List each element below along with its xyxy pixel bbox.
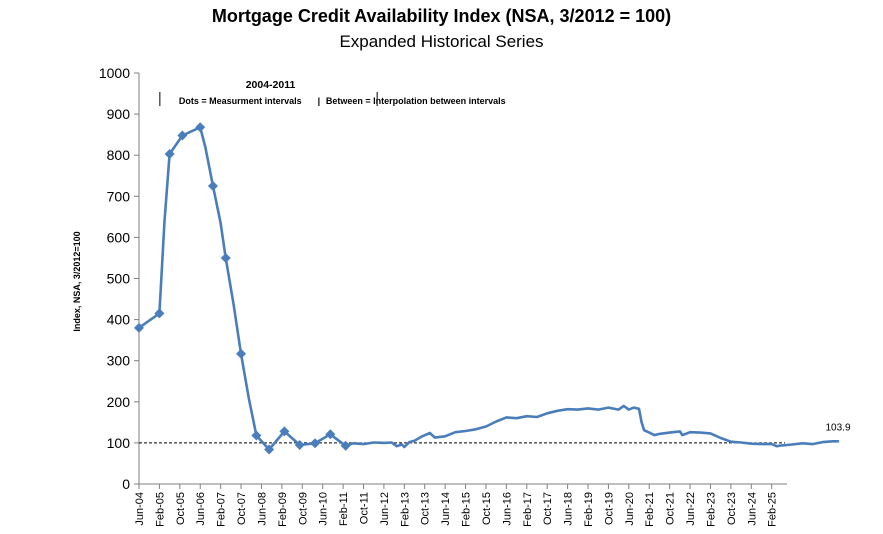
annotation-separator: | [318, 96, 321, 106]
data-point-marker [134, 322, 144, 333]
x-tick-label: Jun-14 [440, 492, 452, 526]
data-point-marker [195, 122, 206, 133]
x-tick-label: Jun-20 [624, 492, 636, 526]
x-tick-label: Oct-19 [603, 492, 615, 525]
annotation-group: 2004-2011 Dots = Measurment intervals | … [159, 79, 506, 106]
end-value-label: 103.9 [826, 422, 851, 433]
chart-title: Mortgage Credit Availability Index (NSA,… [211, 6, 672, 26]
y-tick-label: 1000 [99, 65, 130, 81]
x-tick-label: Oct-05 [175, 492, 187, 525]
x-tick-label: Feb-17 [522, 492, 534, 527]
data-point-marker [220, 252, 231, 263]
x-tick-label: Feb-21 [644, 492, 656, 527]
x-tick-label: Oct-13 [420, 492, 432, 525]
data-point-marker [177, 130, 188, 141]
x-tick-label: Feb-23 [705, 492, 717, 527]
y-tick-label: 100 [107, 435, 131, 451]
x-tick-label: Oct-23 [726, 492, 738, 525]
y-tick-label: 200 [107, 394, 131, 410]
series-group [134, 122, 840, 455]
series-line [137, 126, 840, 451]
data-point-marker [207, 181, 218, 192]
x-tick-label: Feb-15 [461, 492, 473, 527]
annotation-right-text: Between = Interpolation between interval… [326, 96, 506, 106]
x-tick-label: Feb-19 [583, 492, 595, 527]
y-tick-label: 500 [107, 271, 131, 287]
y-tick-label: 400 [107, 312, 131, 328]
x-tick-label: Jun-12 [379, 492, 391, 526]
y-tick-label: 800 [107, 147, 131, 163]
data-point-marker [264, 444, 275, 455]
x-tick-label: Oct-21 [665, 492, 677, 525]
data-point-marker [294, 439, 305, 450]
y-tick-label: 0 [122, 476, 130, 492]
y-tick-label: 700 [107, 188, 131, 204]
data-point-marker [340, 440, 351, 451]
x-tick-label: Jun-04 [134, 492, 146, 526]
annotation-left-text: Dots = Measurment intervals [179, 96, 302, 106]
y-axis: 0 100 200 300 400 500 600 700 800 900 1000 [99, 65, 140, 492]
x-tick-label: Feb-09 [277, 492, 289, 527]
y-tick-label: 600 [107, 229, 131, 245]
x-tick-label: Oct-07 [236, 492, 248, 525]
y-tick-label: 900 [107, 106, 131, 122]
x-tick-label: Feb-07 [216, 492, 228, 527]
x-tick-label: Jun-10 [318, 492, 330, 526]
y-axis-label: Index, NSA, 3/2012=100 [72, 231, 82, 331]
chart-subtitle: Expanded Historical Series [339, 32, 544, 51]
annotation-header: 2004-2011 [246, 79, 296, 91]
x-tick-label: Oct-11 [359, 492, 371, 524]
x-tick-label: Feb-25 [767, 492, 779, 527]
x-tick-label: Feb-11 [338, 492, 350, 526]
x-tick-label: Feb-13 [399, 492, 411, 527]
data-point-marker [164, 148, 175, 159]
x-tick-label: Jun-18 [563, 492, 575, 526]
data-point-marker [251, 430, 262, 441]
x-tick-label: Feb-05 [154, 492, 166, 527]
x-tick-label: Jun-08 [256, 492, 268, 526]
x-tick-label: Oct-15 [481, 492, 493, 525]
y-tick-label: 300 [107, 353, 131, 369]
x-tick-label: Jun-22 [685, 492, 697, 526]
x-tick-label: Oct-09 [297, 492, 309, 525]
data-point-marker [325, 429, 336, 440]
data-point-marker [279, 426, 290, 437]
x-tick-label: Jun-24 [746, 492, 758, 526]
data-point-marker [310, 438, 321, 449]
x-tick-label: Jun-06 [195, 492, 207, 526]
x-tick-label: Oct-17 [542, 492, 554, 525]
data-point-marker [236, 348, 247, 359]
x-tick-label: Jun-16 [501, 492, 513, 526]
x-axis: Jun-04 Feb-05 Oct-05 Jun-06 Feb-07 Oct-07 Jun-… [134, 483, 787, 527]
data-point-marker [154, 308, 165, 319]
